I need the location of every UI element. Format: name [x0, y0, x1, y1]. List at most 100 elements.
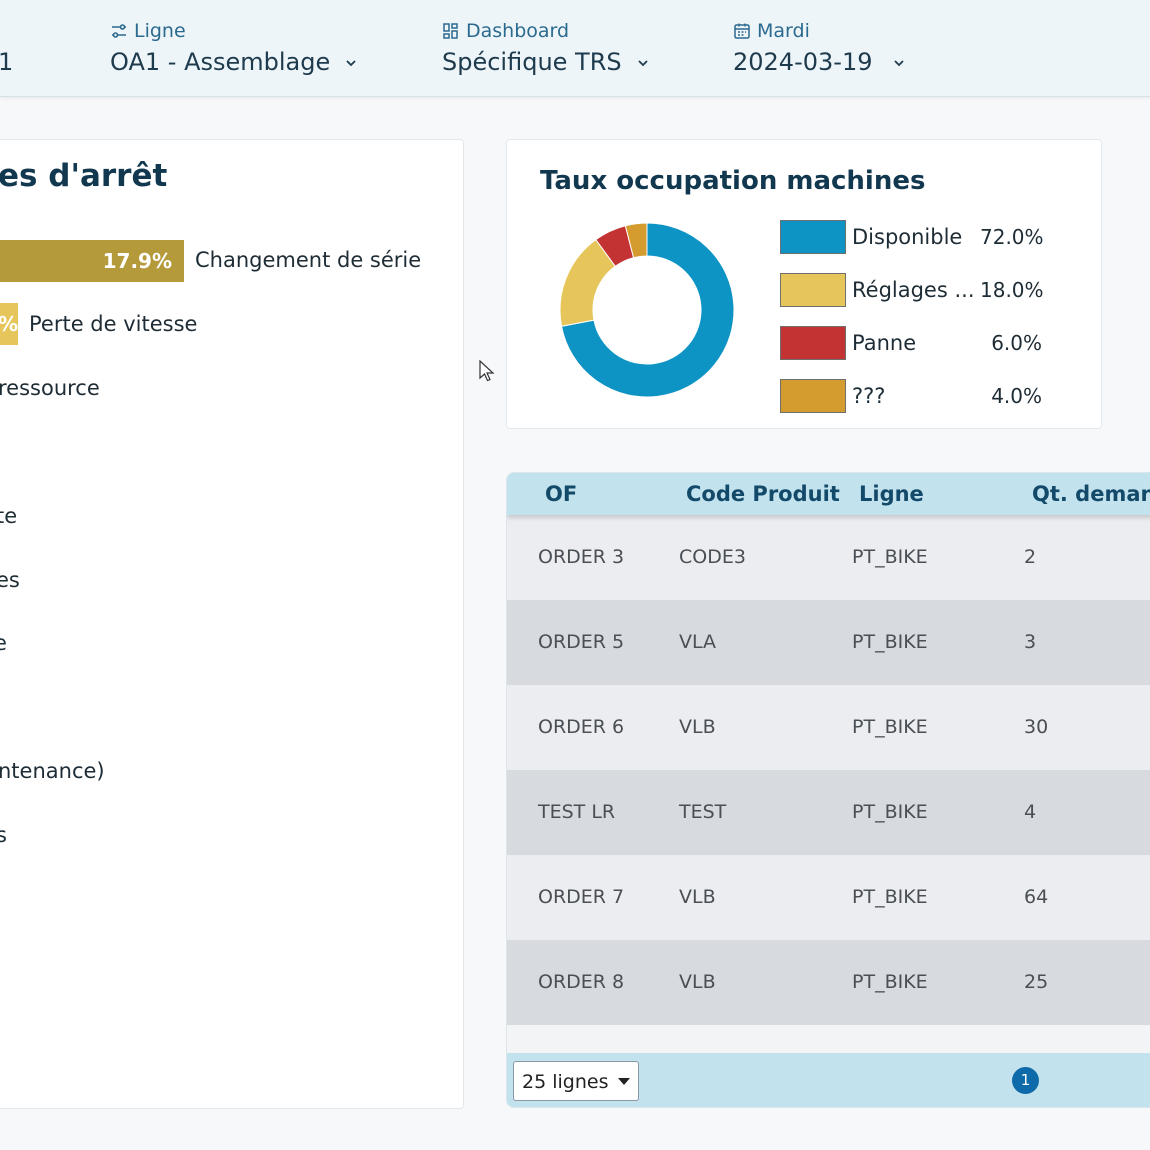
chevron-down-icon[interactable] [892, 56, 906, 70]
ligne-label: Ligne [134, 20, 186, 42]
chevron-down-icon[interactable] [636, 56, 650, 70]
stop-label-8: s [0, 823, 7, 847]
stop-label-4: te [0, 504, 18, 528]
legend-name: Réglages ... [852, 278, 975, 302]
cell-code: CODE3 [679, 546, 746, 568]
cell-code: VLB [679, 716, 716, 738]
legend-item-disponible[interactable]: Disponible 72.0% [780, 220, 1044, 254]
cell-qty: 2 [1024, 546, 1037, 568]
line-settings-icon [112, 24, 126, 38]
col-header-code-produit[interactable]: Code Produit [686, 482, 840, 506]
cell-of: TEST LR [538, 801, 616, 823]
legend-pct: 18.0% [980, 278, 1044, 302]
table-footer: 25 lignes 1 [507, 1053, 1150, 1107]
top-bar: 1 Ligne OA1 - Assemblage Dashboard [0, 0, 1150, 97]
stop-label-7: ntenance) [0, 759, 105, 783]
calendar-icon [734, 23, 750, 39]
table-row[interactable]: TEST LR TEST PT_BIKE 4 [507, 770, 1150, 855]
occupation-title: Taux occupation machines [540, 166, 926, 196]
stop-label-5: es [0, 568, 20, 592]
stop-label-2: Perte de vitesse [29, 312, 198, 336]
legend-name: Panne [852, 331, 917, 355]
legend-pct: 4.0% [991, 384, 1042, 408]
dashboard-label: Dashboard [466, 20, 570, 42]
ligne-value[interactable]: OA1 - Assemblage [110, 48, 331, 76]
cell-of: ORDER 6 [538, 716, 625, 738]
col-header-ligne[interactable]: Ligne [859, 482, 924, 506]
donut-slice-3[interactable] [624, 222, 648, 259]
occupation-donut[interactable] [557, 220, 737, 400]
stop-bar-top[interactable]: 17.9% [0, 240, 184, 282]
legend-swatch [780, 326, 846, 360]
table-row[interactable]: ORDER 7 VLB PT_BIKE 64 [507, 855, 1150, 940]
legend-pct: 72.0% [980, 225, 1044, 249]
legend-swatch [780, 379, 846, 413]
stop-bar-second-pct: % [0, 312, 19, 336]
page-size-value: 25 lignes [522, 1071, 609, 1093]
table-row[interactable]: ORDER 5 VLA PT_BIKE 3 [507, 600, 1150, 685]
cell-ligne: PT_BIKE [852, 886, 928, 908]
legend-name: Disponible [852, 225, 963, 249]
stop-bar-top-pct: 17.9% [102, 249, 172, 273]
cell-of: ORDER 3 [538, 546, 625, 568]
stop-reasons-card [0, 139, 464, 1109]
chevron-down-icon[interactable] [344, 56, 358, 70]
legend-item-reglages[interactable]: Réglages ... 18.0% [780, 273, 1044, 307]
cell-qty: 4 [1024, 801, 1037, 823]
cell-ligne: PT_BIKE [852, 801, 928, 823]
legend-item-panne[interactable]: Panne 6.0% [780, 326, 1042, 360]
stop-label-1: Changement de série [195, 248, 422, 272]
cell-ligne: PT_BIKE [852, 631, 928, 653]
cell-code: VLB [679, 886, 716, 908]
cell-ligne: PT_BIKE [852, 971, 928, 993]
stop-label-6: e [0, 631, 7, 655]
date-selector[interactable]: Mardi 2024-03-19 [733, 18, 906, 76]
cell-of: ORDER 5 [538, 631, 625, 653]
page-size-select[interactable]: 25 lignes [513, 1061, 639, 1101]
table-row[interactable]: ORDER 3 CODE3 PT_BIKE 2 [507, 515, 1150, 600]
page-button-current[interactable]: 1 [1012, 1067, 1039, 1094]
date-value-row[interactable]: 2024-03-19 [733, 48, 906, 76]
table-row-partial [507, 1025, 1150, 1053]
cell-code: VLA [679, 631, 717, 653]
dashboard-value[interactable]: Spécifique TRS [442, 48, 622, 76]
stop-bar-second[interactable]: % [0, 303, 18, 345]
cell-qty: 30 [1024, 716, 1049, 738]
ligne-label-row: Ligne [110, 18, 358, 44]
table-row[interactable]: ORDER 6 VLB PT_BIKE 30 [507, 685, 1150, 770]
cell-code: TEST [679, 801, 727, 823]
mouse-cursor-icon [479, 359, 495, 386]
legend-swatch [780, 273, 846, 307]
orders-table: OF Code Produit Ligne Qt. demand ORDER 3… [506, 472, 1150, 1108]
col-header-qt-demand[interactable]: Qt. demand [1032, 482, 1150, 506]
stop-reasons-title: es d'arrêt [0, 158, 168, 194]
occupation-card: Taux occupation machines Disponible 72.0… [506, 139, 1102, 429]
table-header: OF Code Produit Ligne Qt. demand [507, 473, 1150, 515]
dashboard-selector[interactable]: Dashboard Spécifique TRS [442, 18, 650, 76]
ligne-selector[interactable]: Ligne OA1 - Assemblage [110, 18, 358, 76]
dashboard-label-row: Dashboard [442, 18, 650, 44]
cell-qty: 3 [1024, 631, 1037, 653]
dashboard-grid-icon [443, 23, 458, 39]
donut-slice-0[interactable] [560, 222, 735, 398]
date-value[interactable]: 2024-03-19 [733, 48, 873, 76]
legend-pct: 6.0% [991, 331, 1042, 355]
header-cut-value[interactable]: 1 [0, 48, 14, 76]
cell-qty: 25 [1024, 971, 1049, 993]
legend-swatch [780, 220, 846, 254]
caret-down-icon [618, 1078, 630, 1085]
legend-name: ??? [852, 384, 886, 408]
dashboard-value-row[interactable]: Spécifique TRS [442, 48, 650, 76]
cell-ligne: PT_BIKE [852, 546, 928, 568]
legend-item-unknown[interactable]: ??? 4.0% [780, 379, 1042, 413]
cell-of: ORDER 7 [538, 886, 625, 908]
ligne-value-row[interactable]: OA1 - Assemblage [110, 48, 358, 76]
date-label-row: Mardi [733, 18, 906, 44]
date-label: Mardi [757, 20, 810, 42]
cell-of: ORDER 8 [538, 971, 625, 993]
col-header-of[interactable]: OF [545, 482, 578, 506]
cell-qty: 64 [1024, 886, 1049, 908]
table-row[interactable]: ORDER 8 VLB PT_BIKE 25 [507, 940, 1150, 1025]
cell-ligne: PT_BIKE [852, 716, 928, 738]
stop-label-3: ressource [0, 376, 100, 400]
